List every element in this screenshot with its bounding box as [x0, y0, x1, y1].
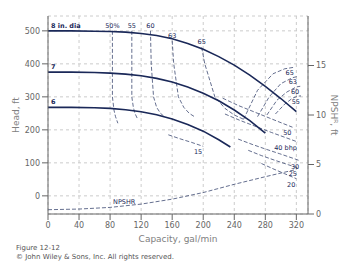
html-text:© John Wiley & Sons, Inc. All: © John Wiley & Sons, Inc. All rights res… [16, 253, 174, 261]
svg-text:NPSHᴿ, ft: NPSHᴿ, ft [329, 95, 339, 136]
svg-text:NPSHR: NPSHR [113, 198, 136, 206]
svg-text:200: 200 [25, 126, 40, 135]
svg-text:0: 0 [316, 210, 321, 219]
svg-text:60: 60 [291, 88, 299, 96]
svg-text:400: 400 [25, 60, 40, 69]
svg-text:6: 6 [51, 98, 56, 106]
svg-text:15: 15 [316, 61, 326, 70]
svg-text:5: 5 [316, 160, 321, 169]
svg-text:15: 15 [194, 148, 202, 156]
svg-text:25: 25 [289, 170, 297, 178]
svg-text:60: 60 [146, 22, 154, 30]
svg-text:55: 55 [128, 22, 136, 30]
svg-text:10: 10 [316, 111, 326, 120]
svg-text:80: 80 [105, 221, 115, 230]
svg-text:65: 65 [198, 38, 206, 46]
svg-text:160: 160 [165, 221, 180, 230]
svg-text:40 bhp: 40 bhp [274, 144, 297, 152]
svg-text:0: 0 [45, 221, 50, 230]
svg-text:8 in. dia: 8 in. dia [51, 22, 81, 30]
svg-text:120: 120 [133, 221, 148, 230]
svg-text:Head, ft: Head, ft [11, 97, 21, 133]
svg-text:320: 320 [289, 221, 304, 230]
svg-text:0: 0 [35, 192, 40, 201]
svg-text:63: 63 [289, 78, 297, 86]
svg-text:100: 100 [25, 159, 40, 168]
svg-text:20: 20 [287, 181, 295, 189]
svg-text:65: 65 [286, 69, 294, 77]
svg-text:63: 63 [168, 32, 176, 40]
html-text:Figure 12-12: Figure 12-12 [16, 244, 60, 252]
svg-text:Capacity, gal/min: Capacity, gal/min [139, 234, 218, 244]
svg-text:50: 50 [283, 129, 291, 137]
svg-text:500: 500 [25, 27, 40, 36]
svg-text:300: 300 [25, 93, 40, 102]
svg-text:40: 40 [74, 221, 84, 230]
svg-text:200: 200 [196, 221, 211, 230]
svg-text:30: 30 [291, 163, 299, 171]
svg-text:240: 240 [227, 221, 242, 230]
svg-text:55: 55 [292, 98, 300, 106]
svg-text:280: 280 [258, 221, 273, 230]
svg-text:7: 7 [51, 63, 56, 71]
svg-text:50%: 50% [105, 22, 119, 30]
